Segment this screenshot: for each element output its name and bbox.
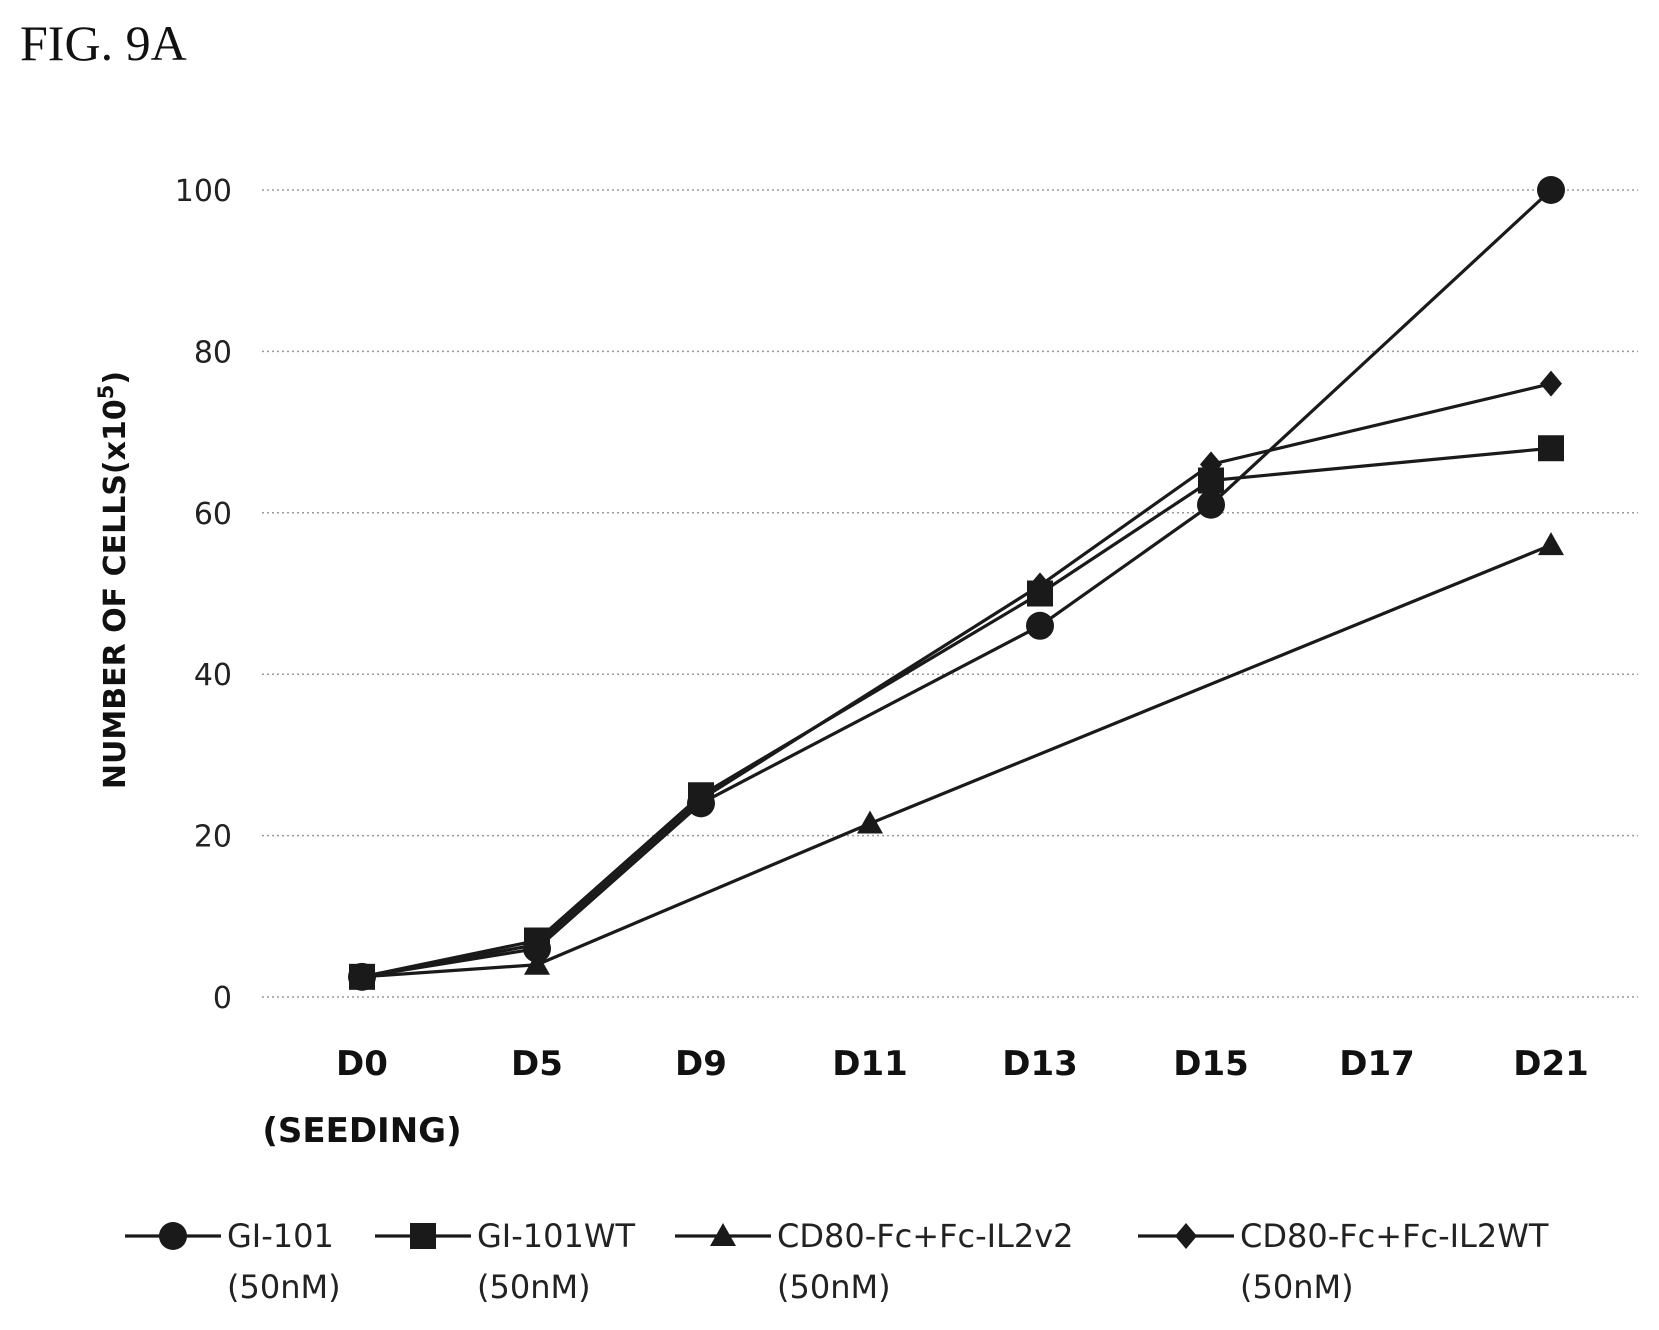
legend-item: GI-101 (50nM): [125, 1217, 341, 1306]
legend-item: GI-101WT (50nM): [375, 1217, 636, 1306]
series-line: [361, 188, 1553, 979]
x-tick-label: D15: [1173, 1044, 1249, 1084]
series-lines: [348, 176, 1565, 991]
data-point: [1538, 435, 1564, 462]
data-point: [1175, 1223, 1197, 1249]
data-point: [690, 786, 712, 813]
data-point: [524, 951, 550, 975]
x-tick-label: D21: [1513, 1044, 1589, 1084]
data-point: [1197, 490, 1225, 519]
legend-sublabel: (50nM): [777, 1268, 891, 1306]
x-tick-sublabel: (SEEDING): [262, 1111, 461, 1151]
x-tick-label: D5: [511, 1044, 563, 1084]
legend-item: CD80-Fc+Fc-IL2v2 (50nM): [675, 1217, 1074, 1306]
x-tick-labels: D0 (SEEDING) D5 D9 D11 D13 D15 D17 D21: [262, 1044, 1588, 1151]
y-axis-label: NUMBER OF CELLS(x105): [94, 371, 133, 789]
series-cd80-fc-fc-il2v2: [349, 532, 1564, 987]
data-point: [1029, 572, 1051, 599]
y-tick-label: 100: [175, 174, 232, 209]
y-tick-label: 60: [194, 497, 232, 532]
series-cd80-fc-fc-il2wt: [351, 370, 1562, 990]
legend-sublabel: (50nM): [1240, 1268, 1354, 1306]
data-point: [1200, 451, 1222, 478]
y-tick-label: 80: [194, 335, 232, 370]
data-point: [710, 1223, 736, 1246]
legend-label: CD80-Fc+Fc-IL2WT: [1240, 1217, 1549, 1255]
series-line: [361, 543, 1552, 979]
data-point: [1538, 532, 1564, 556]
data-point: [1537, 176, 1565, 204]
x-tick-label: D0: [336, 1044, 388, 1084]
y-tick-label: 40: [194, 658, 232, 693]
series-line: [361, 382, 1552, 979]
y-tick-label: 20: [194, 820, 232, 855]
legend-label: CD80-Fc+Fc-IL2v2: [777, 1217, 1074, 1255]
data-point: [857, 810, 883, 834]
data-point: [526, 931, 548, 958]
legend-sublabel: (50nM): [227, 1268, 341, 1306]
series-gi-101wt: [349, 435, 1564, 990]
legend-label: GI-101: [227, 1217, 334, 1255]
data-point: [1026, 611, 1054, 640]
legend-label: GI-101WT: [477, 1217, 636, 1255]
data-point: [351, 963, 373, 990]
x-tick-label: D11: [832, 1044, 908, 1084]
legend-sublabel: (50nM): [477, 1268, 591, 1306]
gridlines: [262, 189, 1638, 998]
legend: GI-101(50nM)GI-101WT(50nM)CD80-Fc+Fc-IL2…: [125, 1217, 1549, 1306]
series-line: [361, 446, 1552, 979]
x-tick-label: D17: [1339, 1044, 1415, 1084]
y-tick-labels: 0 20 40 60 80 100: [175, 174, 232, 1016]
figure-label: FIG. 9A: [20, 15, 187, 71]
legend-item: CD80-Fc+Fc-IL2WT (50nM): [1138, 1217, 1549, 1306]
data-point: [159, 1222, 187, 1250]
x-tick-label: D9: [675, 1044, 727, 1084]
series-gi-101: [348, 176, 1565, 991]
y-tick-label: 0: [213, 981, 232, 1016]
x-tick-label: D13: [1002, 1044, 1078, 1084]
data-point: [1540, 370, 1562, 397]
data-point: [410, 1223, 436, 1249]
